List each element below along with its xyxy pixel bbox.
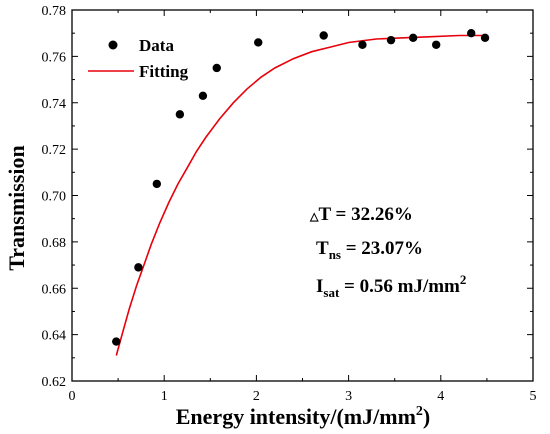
y-tick-label: 0.62 bbox=[42, 375, 67, 390]
data-series bbox=[112, 28, 490, 346]
legend-data-marker bbox=[108, 40, 118, 50]
data-point bbox=[134, 263, 143, 272]
y-tick-label: 0.70 bbox=[42, 190, 67, 205]
legend-fitting-label: Fitting bbox=[139, 62, 189, 81]
y-axis-ticks: 0.62 0.64 0.66 0.68 0.70 0.72 0.74 0.76 0.78 bbox=[42, 4, 533, 390]
fitting-series bbox=[115, 34, 487, 356]
data-point bbox=[152, 179, 162, 189]
annotation-tns: Tns = 23.07% bbox=[316, 238, 423, 262]
y-tick-label: 0.74 bbox=[42, 97, 67, 112]
annotation-isat: Isat = 0.56 mJ/mm2 bbox=[316, 272, 466, 300]
data-point bbox=[386, 35, 396, 45]
annotations: △T = 32.26% Tns = 23.07% Isat = 0.56 mJ/… bbox=[309, 204, 466, 300]
data-point bbox=[175, 110, 185, 119]
fitting-curve bbox=[115, 34, 487, 356]
x-tick-label: 1 bbox=[161, 389, 168, 404]
x-tick-label: 2 bbox=[253, 389, 260, 404]
legend-data-label: Data bbox=[139, 36, 174, 55]
y-tick-label: 0.66 bbox=[42, 282, 67, 297]
data-point bbox=[112, 337, 121, 346]
data-point bbox=[431, 40, 441, 49]
x-axis-ticks: 0 1 2 3 4 5 bbox=[69, 10, 537, 404]
y-tick-label: 0.64 bbox=[42, 329, 67, 344]
y-tick-label: 0.68 bbox=[42, 236, 67, 251]
data-point bbox=[319, 31, 328, 40]
y-tick-label: 0.72 bbox=[42, 143, 67, 158]
data-point bbox=[467, 28, 476, 38]
y-axis-title: Transmission bbox=[4, 145, 29, 271]
data-point bbox=[254, 38, 263, 47]
data-point bbox=[212, 63, 221, 73]
x-axis-title: Energy intensity/(mJ/mm2) bbox=[176, 404, 430, 429]
data-point bbox=[480, 33, 490, 43]
x-tick-label: 0 bbox=[69, 389, 76, 404]
data-point bbox=[358, 40, 367, 49]
x-tick-label: 3 bbox=[345, 389, 352, 404]
y-tick-label: 0.76 bbox=[42, 50, 67, 65]
x-tick-label: 5 bbox=[530, 389, 537, 404]
annotation-delta-t: △T = 32.26% bbox=[309, 204, 413, 225]
data-point bbox=[198, 91, 208, 100]
legend: Data Fitting bbox=[88, 36, 189, 81]
x-tick-label: 4 bbox=[437, 389, 444, 404]
y-tick-label: 0.78 bbox=[42, 4, 67, 19]
data-point bbox=[408, 33, 418, 43]
